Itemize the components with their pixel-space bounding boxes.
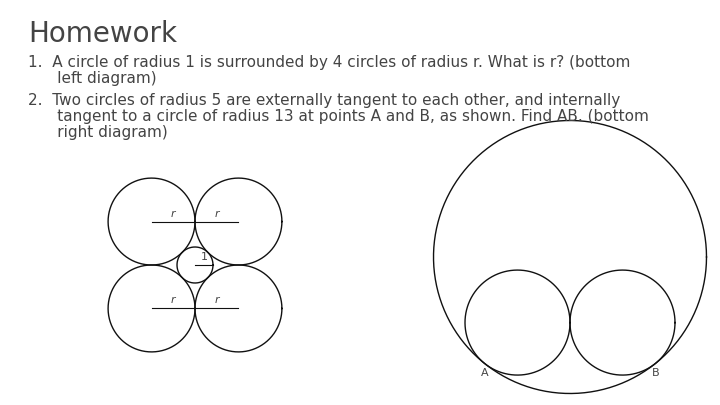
Text: right diagram): right diagram) xyxy=(28,125,168,140)
Text: r: r xyxy=(171,209,176,219)
Text: B: B xyxy=(652,368,659,377)
Text: left diagram): left diagram) xyxy=(28,71,157,86)
Text: r: r xyxy=(215,296,219,305)
Text: tangent to a circle of radius 13 at points A and B, as shown. Find AB. (bottom: tangent to a circle of radius 13 at poin… xyxy=(28,109,649,124)
Text: A: A xyxy=(481,368,488,377)
Text: 1.  A circle of radius 1 is surrounded by 4 circles of radius r. What is r? (bot: 1. A circle of radius 1 is surrounded by… xyxy=(28,55,631,70)
Text: 2.  Two circles of radius 5 are externally tangent to each other, and internally: 2. Two circles of radius 5 are externall… xyxy=(28,93,620,108)
Text: r: r xyxy=(171,296,176,305)
Text: 1: 1 xyxy=(200,252,207,262)
Text: r: r xyxy=(215,209,219,219)
Text: Homework: Homework xyxy=(28,20,177,48)
